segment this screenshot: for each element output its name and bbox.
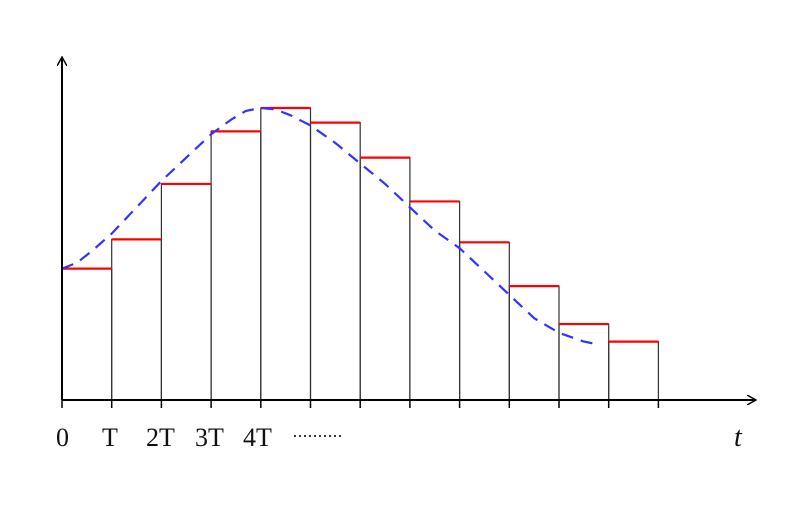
step-bar-8 — [459, 241, 510, 401]
step-bar-7 — [409, 200, 461, 401]
step-bar-4 — [260, 107, 312, 401]
step-bar-3 — [210, 130, 262, 401]
step-bar-0 — [61, 268, 113, 401]
step-bar-2 — [160, 183, 212, 401]
tick-label-3T: 3T — [195, 423, 224, 452]
tick-label-T: T — [102, 423, 118, 452]
step-bar-1 — [111, 238, 162, 401]
axes-layer — [62, 58, 755, 400]
step-bar-11 — [608, 341, 660, 401]
ellipsis-label: ·········· — [292, 426, 342, 446]
bars-layer — [61, 107, 660, 401]
tick-label-4T: 4T — [243, 423, 272, 452]
tick-label-2T: 2T — [146, 423, 175, 452]
labels-layer: 0 T 2T 3T 4T ·········· t — [56, 422, 743, 453]
tick-label-0: 0 — [56, 423, 69, 452]
x-axis-label: t — [734, 422, 743, 453]
continuous-signal-curve — [61, 106, 600, 346]
step-bar-6 — [359, 157, 411, 401]
ticks-layer — [61, 400, 660, 408]
step-bar-5 — [309, 121, 361, 401]
levels-layer — [62, 106, 659, 343]
curve-layer — [61, 106, 600, 346]
